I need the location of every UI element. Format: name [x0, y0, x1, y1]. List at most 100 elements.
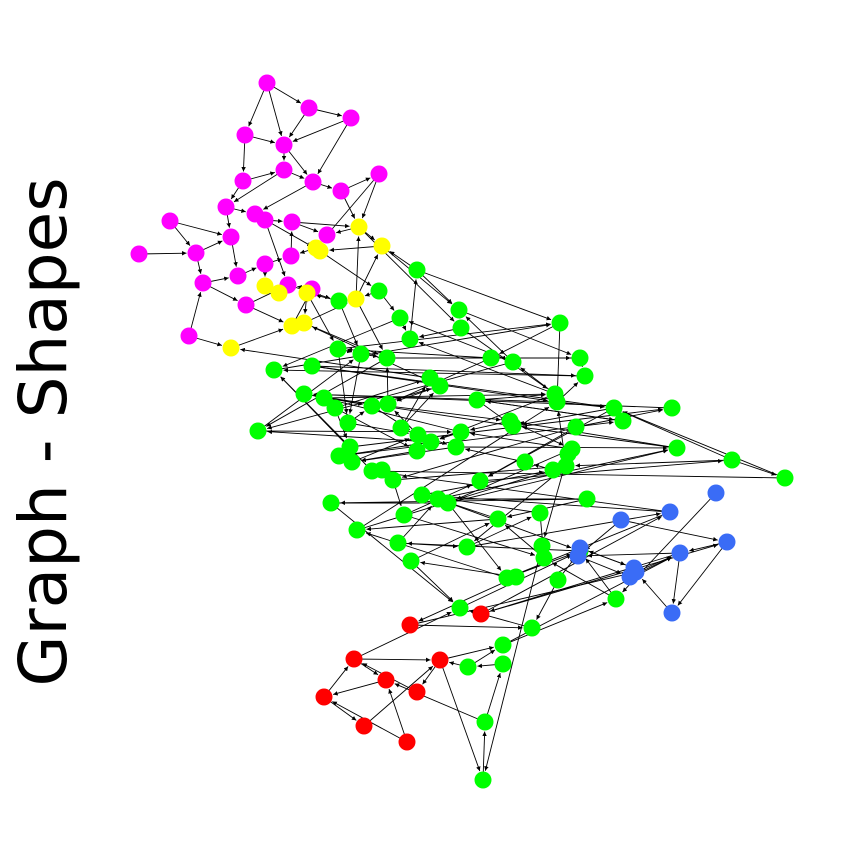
magenta-node [318, 226, 336, 244]
green-node [578, 490, 596, 508]
graph-edge [507, 498, 588, 519]
graph-edge [323, 397, 501, 422]
magenta-node [229, 267, 247, 285]
graph-edge [522, 407, 615, 426]
graph-edge [361, 446, 457, 463]
green-node [614, 412, 632, 430]
green-node [265, 361, 283, 379]
graph-edge [465, 316, 514, 363]
graph-edge [313, 392, 558, 403]
blue-node [627, 563, 645, 581]
red-node [315, 688, 333, 706]
green-node [392, 419, 410, 437]
green-node [408, 442, 426, 460]
green-node [452, 319, 470, 337]
green-node [343, 453, 361, 471]
green-node [548, 393, 566, 411]
nodes-layer [130, 74, 794, 789]
magenta-node [130, 245, 148, 263]
green-node [315, 389, 333, 407]
green-node [459, 658, 477, 676]
green-node [549, 571, 567, 589]
graph-edge [381, 468, 786, 479]
green-node [663, 399, 681, 417]
yellow-node [307, 239, 325, 257]
red-node [408, 683, 426, 701]
graph-edge [458, 309, 572, 355]
graph-edge [519, 421, 678, 449]
graph-edge [355, 298, 383, 350]
green-node [468, 391, 486, 409]
green-node [494, 636, 512, 654]
green-node [607, 590, 625, 608]
green-node [330, 447, 348, 465]
green-node [451, 599, 469, 617]
graph-edge [381, 470, 671, 513]
graph-edge [353, 611, 452, 660]
graph-edge [340, 498, 588, 506]
graph-edge [337, 322, 551, 350]
graph-edge [311, 365, 576, 378]
magenta-node [256, 211, 274, 229]
red-node [377, 671, 395, 689]
green-node [447, 438, 465, 456]
blue-node [571, 539, 589, 557]
graph-edge [365, 532, 508, 579]
green-node [439, 494, 457, 512]
graph-edge [460, 327, 548, 389]
magenta-node [332, 182, 350, 200]
graph-edge [431, 493, 671, 513]
green-node [504, 353, 522, 371]
green-node [551, 314, 569, 332]
graph-edge [312, 326, 441, 387]
green-node [571, 349, 589, 367]
magenta-node [370, 165, 388, 183]
graph-edge [502, 602, 608, 646]
graph-edge [407, 541, 581, 552]
graph-edge [353, 657, 431, 663]
graph-edge [319, 250, 372, 287]
graph-edge [334, 407, 409, 447]
graph-edge [409, 624, 523, 630]
green-node [452, 423, 470, 441]
graph-edge [317, 117, 352, 175]
green-node [605, 399, 623, 417]
graph-edge [333, 679, 387, 696]
green-node [378, 349, 396, 367]
green-node [329, 340, 347, 358]
graph-edge [263, 181, 314, 210]
green-node [576, 367, 594, 385]
green-node [494, 655, 512, 673]
magenta-node [217, 198, 235, 216]
red-node [355, 717, 373, 735]
graph-edge [677, 541, 728, 606]
green-node [322, 494, 340, 512]
graph-edge [355, 236, 361, 300]
magenta-node [258, 74, 276, 92]
green-node [559, 445, 577, 463]
green-node [776, 469, 794, 487]
graph-edge [361, 450, 418, 462]
graph-edge [418, 576, 517, 622]
graph-edge [466, 516, 532, 548]
green-node [295, 385, 313, 403]
graph-edge [456, 448, 573, 500]
graph-edge [622, 411, 733, 461]
green-node [489, 510, 507, 528]
magenta-node [187, 244, 205, 262]
graph-edge [522, 425, 678, 449]
magenta-node [283, 213, 301, 231]
graph-edge [348, 353, 362, 414]
green-node [402, 552, 420, 570]
graph-edge [292, 117, 352, 142]
green-node [567, 418, 585, 436]
green-node [723, 451, 741, 469]
green-node [507, 568, 525, 586]
magenta-node [342, 109, 360, 127]
green-node [395, 506, 413, 524]
graph-edge [169, 220, 222, 236]
green-node [531, 504, 549, 522]
magenta-node [161, 212, 179, 230]
blue-node [663, 604, 681, 622]
